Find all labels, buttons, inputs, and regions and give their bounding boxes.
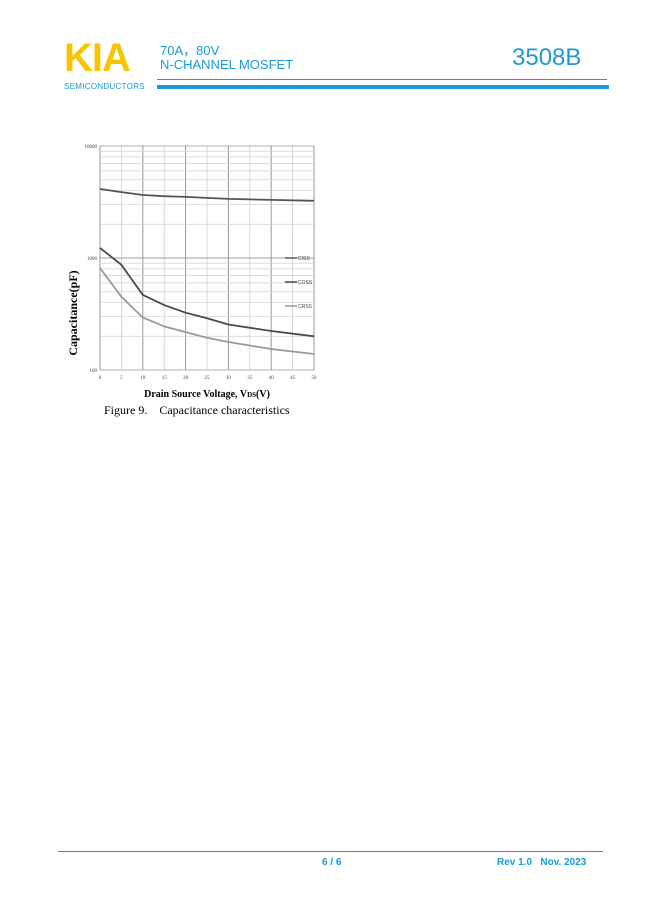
logo-subtitle: SEMICONDUCTORS [64,82,145,91]
y-tick-label: 1000 [87,257,98,262]
device-type: N-CHANNEL MOSFET [160,57,294,72]
legend-label-coss: COSS [298,280,313,286]
x-tick-label: 35 [247,376,253,381]
x-tick-label: 5 [120,376,123,381]
footer-divider [58,851,603,852]
x-tick-label: 50 [312,376,318,381]
kia-logo: KIA [64,36,131,80]
x-tick-label: 40 [269,376,275,381]
x-tick-label: 10 [140,376,146,381]
header-divider-thick [157,85,609,89]
figure-caption: Figure 9. Capacitance characteristics [104,403,290,417]
part-number: 3508B [512,44,582,71]
x-tick-label: 25 [205,376,211,381]
page-number: 6 / 6 [322,857,342,868]
x-tick-label: 45 [290,376,296,381]
x-axis-label: Drain Source Voltage, VDS(V) [144,389,270,400]
legend-label-crss: CRSS [298,304,313,310]
x-tick-label: 20 [183,376,189,381]
y-tick-label: 100 [90,369,98,374]
x-tick-label: 15 [162,376,168,381]
x-tick-label: 30 [226,376,232,381]
series-crss-line [99,267,315,355]
x-tick-label: 0 [99,376,102,381]
y-axis-label: Capacitance(pF) [66,270,80,355]
y-tick-label: 10000 [85,145,98,150]
series-coss-line [99,247,315,338]
legend-label-ciss: CISS [298,256,310,262]
header-divider-thin [157,79,607,80]
series-ciss-line [99,188,315,202]
revision-date: Rev 1.0 Nov. 2023 [497,857,587,868]
rating-text: 70A，80V [160,43,220,58]
capacitance-chart: CISS COSS CRSS 0 5 10 15 20 25 30 35 40 45 50 100 1000… [66,145,318,417]
